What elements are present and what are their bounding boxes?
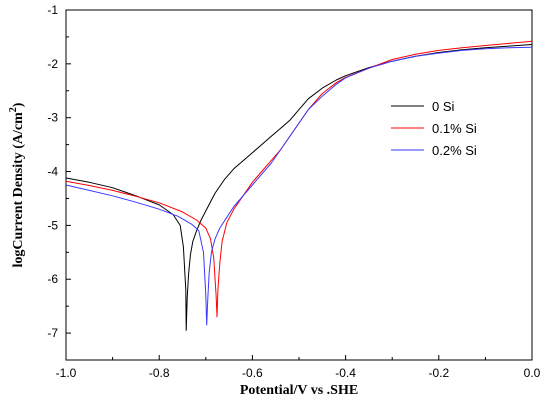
plot-frame [65,9,533,361]
y-tick-label: -5 [47,218,58,232]
y-tick-label: -1 [47,3,58,17]
legend-label-1: 0.1% Si [432,121,477,136]
x-axis: -1.0 -0.8 -0.6 -0.4 -0.2 0.0 [56,355,541,380]
y-tick-label: -4 [47,165,58,179]
x-tick-label: -0.4 [335,366,356,380]
series-line-1 [65,40,533,318]
x-tick-label: -0.8 [149,366,170,380]
x-tick-label: 0.0 [524,366,541,380]
series-line-2 [65,46,533,326]
y-axis-title-end: ) [11,102,26,107]
legend-label-2: 0.2% Si [432,143,477,158]
x-axis-title: Potential/V vs .SHE [240,383,358,398]
y-axis: -7 -6 -5 -4 -3 -2 -1 [47,3,71,361]
series-line-0 [65,44,533,331]
x-tick-label: -1.0 [56,366,77,380]
series-layer [65,40,533,331]
x-tick-label: -0.6 [242,366,263,380]
y-tick-label: -6 [47,272,58,286]
legend-label-0: 0 Si [432,99,455,114]
y-tick-label: -2 [47,57,58,71]
legend: 0 Si 0.1% Si 0.2% Si [391,99,477,158]
x-tick-label: -0.2 [428,366,449,380]
y-axis-title: logCurrent Density (A/cm2) [8,102,26,267]
y-tick-label: -3 [47,111,58,125]
y-axis-title-main: logCurrent Density (A/cm [11,112,26,268]
y-axis-title-superscript: 2 [8,107,19,112]
y-tick-label: -7 [47,326,58,340]
